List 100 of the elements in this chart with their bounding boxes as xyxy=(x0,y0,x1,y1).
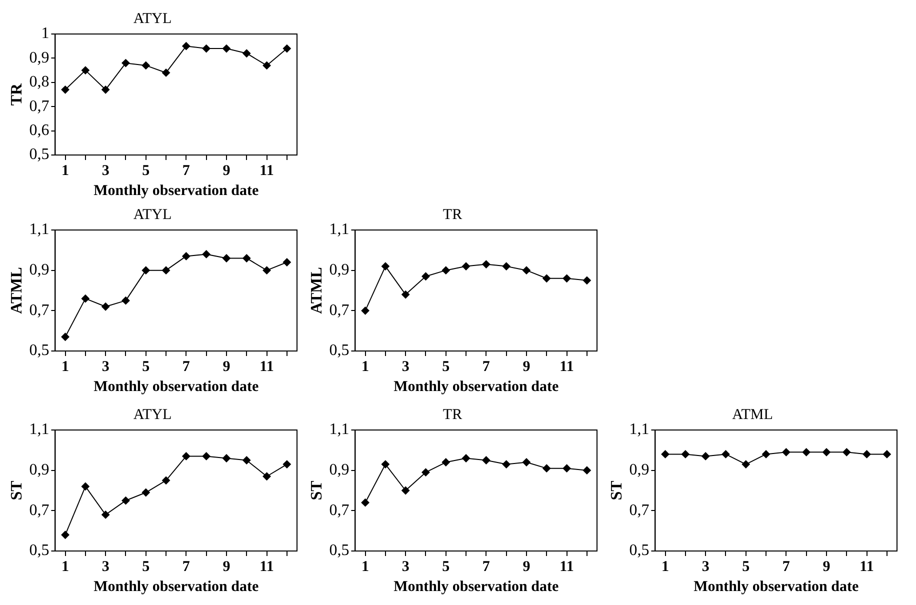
y-axis-title: ATML xyxy=(8,267,26,314)
point xyxy=(202,452,210,460)
y-axis-title: ATML xyxy=(308,267,326,314)
y-tick-label: 0,7 xyxy=(329,302,350,319)
x-tick-label: 3 xyxy=(402,358,410,375)
y-tick-label: 0,9 xyxy=(29,262,50,279)
point xyxy=(562,274,571,282)
x-tick-label: 9 xyxy=(522,558,530,575)
x-tick-label: 11 xyxy=(260,558,274,575)
point xyxy=(842,448,851,456)
point xyxy=(182,42,190,50)
y-tick-label: 0,9 xyxy=(29,49,50,66)
x-tick-label: 5 xyxy=(142,162,150,179)
x-tick-label: 5 xyxy=(742,558,750,575)
x-tick-label: 1 xyxy=(362,558,370,575)
y-tick-label: 0,5 xyxy=(29,146,50,164)
point xyxy=(262,61,271,70)
x-tick-label: 5 xyxy=(442,558,450,575)
y-tick-label: 1,1 xyxy=(629,421,650,438)
point xyxy=(142,266,150,274)
x-tick-label: 9 xyxy=(222,358,230,375)
x-axis-title: Monthly observation date xyxy=(94,182,259,199)
y-tick-label: 0,5 xyxy=(329,342,350,360)
chart-title: TR xyxy=(442,206,462,223)
point xyxy=(402,486,410,494)
point xyxy=(81,294,90,303)
point xyxy=(262,266,271,274)
x-tick-label: 5 xyxy=(142,558,150,575)
x-tick-label: 11 xyxy=(560,358,574,375)
point xyxy=(542,274,551,282)
point xyxy=(462,262,470,270)
x-tick-label: 11 xyxy=(260,162,274,179)
point xyxy=(162,476,170,484)
y-tick-label: 0,7 xyxy=(29,302,50,319)
point xyxy=(142,61,150,70)
chart-title: ATYL xyxy=(133,10,172,27)
point xyxy=(422,468,430,476)
x-tick-label: 9 xyxy=(222,558,230,575)
x-tick-label: 7 xyxy=(182,558,190,575)
x-tick-label: 9 xyxy=(822,558,830,575)
y-tick-label: 1,1 xyxy=(29,221,50,238)
x-tick-label: 7 xyxy=(182,358,190,375)
point xyxy=(242,456,251,464)
point xyxy=(122,496,130,505)
x-tick-label: 5 xyxy=(442,358,450,375)
point xyxy=(462,454,470,462)
chart-title: ATYL xyxy=(133,406,172,423)
point xyxy=(482,456,490,464)
y-tick-label: 0,5 xyxy=(329,542,350,560)
point xyxy=(182,252,190,260)
x-tick-label: 1 xyxy=(662,558,670,575)
point xyxy=(582,276,591,284)
point xyxy=(182,452,190,460)
x-tick-label: 5 xyxy=(142,358,150,375)
point xyxy=(361,498,370,507)
point xyxy=(162,266,170,274)
x-tick-label: 7 xyxy=(482,358,490,375)
point xyxy=(122,59,130,68)
point xyxy=(81,66,90,74)
y-tick-label: 0,9 xyxy=(329,262,350,279)
point xyxy=(562,464,571,472)
point xyxy=(722,450,730,458)
point xyxy=(442,458,450,466)
y-tick-label: 1,1 xyxy=(29,421,50,438)
point xyxy=(522,266,530,274)
point xyxy=(522,458,530,466)
point xyxy=(742,460,750,468)
y-tick-label: 1,1 xyxy=(329,221,350,238)
x-tick-label: 3 xyxy=(402,558,410,575)
y-tick-label: 0,7 xyxy=(329,502,350,519)
y-tick-label: 0,5 xyxy=(29,342,50,360)
point xyxy=(681,450,690,458)
point xyxy=(381,460,390,468)
point xyxy=(61,86,70,94)
point xyxy=(81,482,90,490)
point xyxy=(442,266,450,274)
point xyxy=(202,44,210,53)
point xyxy=(162,68,170,77)
x-tick-label: 1 xyxy=(62,162,70,179)
point xyxy=(202,250,210,258)
point xyxy=(661,450,670,458)
y-tick-label: 0,5 xyxy=(629,542,650,560)
y-axis-title: TR xyxy=(8,82,26,106)
y-tick-label: 0,9 xyxy=(29,462,50,479)
x-tick-label: 11 xyxy=(560,558,574,575)
point xyxy=(422,272,430,280)
x-axis-title: Monthly observation date xyxy=(394,378,559,395)
x-tick-label: 7 xyxy=(182,162,190,179)
point xyxy=(102,302,110,311)
y-tick-label: 0,7 xyxy=(629,502,650,519)
x-tick-label: 3 xyxy=(102,162,110,179)
point xyxy=(122,296,130,305)
point xyxy=(222,454,230,462)
point xyxy=(762,450,770,458)
point xyxy=(262,472,271,480)
x-axis-title: Monthly observation date xyxy=(694,578,859,595)
point xyxy=(282,258,291,266)
x-tick-label: 3 xyxy=(702,558,710,575)
point xyxy=(222,44,230,53)
x-tick-label: 9 xyxy=(222,162,230,179)
